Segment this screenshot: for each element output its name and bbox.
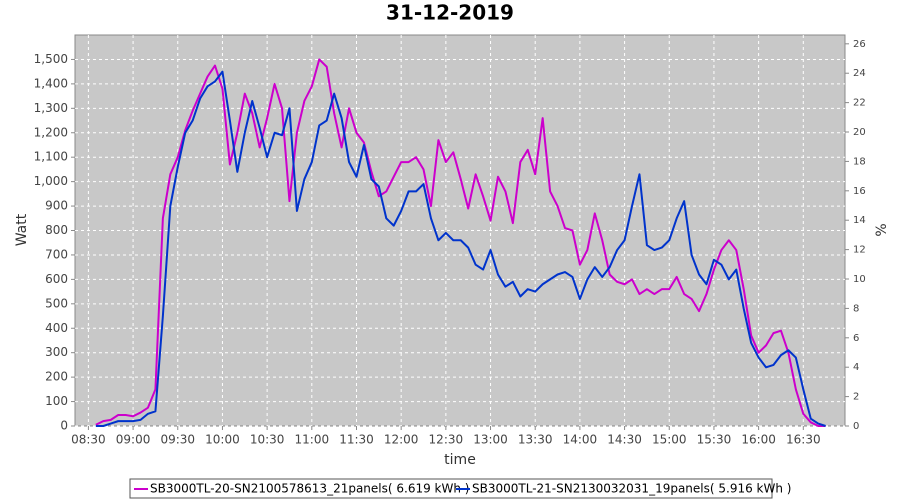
y-tick-label: 1,100 (34, 150, 68, 164)
series-line (95, 58, 826, 427)
y2-tick-label: 12 (853, 245, 866, 256)
x-tick-label: 10:00 (205, 433, 240, 447)
x-tick-label: 11:30 (339, 433, 374, 447)
y-tick-label: 700 (45, 247, 68, 261)
x-tick-label: 10:30 (250, 433, 285, 447)
legend (129, 478, 773, 499)
x-tick-label: 09:00 (116, 433, 151, 447)
y2-tick-label: 2 (853, 392, 859, 403)
x-tick-label: 14:30 (607, 433, 642, 447)
y2-tick-label: 20 (853, 127, 866, 138)
y2-tick-label: 8 (853, 303, 859, 314)
y-tick-label: 200 (45, 370, 68, 384)
y2-tick-label: 18 (853, 156, 866, 167)
chart-title: 31-12-2019 (386, 1, 514, 25)
y-tick-label: 1,400 (34, 76, 68, 90)
y2-tick-label: 24 (853, 68, 866, 79)
x-tick-label: 11:00 (295, 433, 330, 447)
x-tick-label: 13:00 (473, 433, 508, 447)
y-tick-label: 400 (45, 321, 68, 335)
y-tick-label: 100 (45, 394, 68, 408)
y2-tick-label: 14 (853, 215, 866, 226)
y2-tick-label: 26 (853, 39, 866, 50)
y2-tick-label: 22 (853, 98, 866, 109)
y-tick-label: 1,000 (34, 174, 68, 188)
x-tick-label: 14:00 (563, 433, 598, 447)
y-axis-label: Watt (14, 213, 30, 246)
y-tick-label: 500 (45, 296, 68, 310)
x-tick-label: 08:30 (71, 433, 106, 447)
y-tick-label: 900 (45, 199, 68, 213)
y-tick-label: 600 (45, 272, 68, 286)
y2-tick-label: 10 (853, 274, 866, 285)
y-tick-label: 1,200 (34, 125, 68, 139)
y-tick-label: 0 (60, 419, 68, 433)
x-tick-label: 12:30 (429, 433, 464, 447)
x-tick-label: 13:30 (518, 433, 553, 447)
y-tick-label: 1,300 (34, 101, 68, 115)
y2-tick-label: 16 (853, 186, 866, 197)
x-tick-label: 16:30 (786, 433, 821, 447)
y-tick-label: 300 (45, 345, 68, 359)
y2-tick-label: 0 (853, 421, 859, 432)
x-tick-label: 15:00 (652, 433, 687, 447)
y-tick-label: 1,500 (34, 52, 68, 66)
x-tick-label: 09:30 (160, 433, 195, 447)
x-tick-label: 16:00 (741, 433, 776, 447)
y-tick-label: 800 (45, 223, 68, 237)
y2-tick-label: 4 (853, 362, 859, 373)
x-tick-label: 12:00 (384, 433, 419, 447)
y2-axis-label: % (874, 223, 890, 236)
legend-label: SB3000TL-20-SN2100578613_21panels( 6.619… (150, 482, 469, 496)
x-tick-label: 15:30 (697, 433, 732, 447)
legend-label: SB3000TL-21-SN2130032031_19panels( 5.916… (472, 482, 791, 496)
y2-tick-label: 6 (853, 333, 859, 344)
x-axis-label: time (444, 452, 476, 468)
series-line (95, 70, 826, 427)
